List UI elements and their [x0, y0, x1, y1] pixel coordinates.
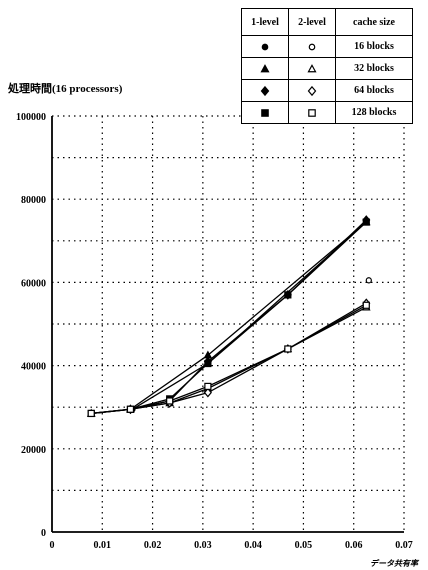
legend-1level-cell — [241, 35, 289, 58]
y-tick-label: 60000 — [21, 278, 46, 289]
circle-open-marker-icon — [308, 43, 316, 50]
data-point-diamond-open — [203, 387, 212, 398]
y-tick-label: 100000 — [16, 112, 46, 123]
legend-2level-cell — [288, 79, 336, 102]
axes — [51, 116, 404, 533]
triangle-open-marker-icon — [307, 63, 317, 72]
data-point-square-open — [166, 397, 174, 405]
series-line-1-level-32-blocks — [91, 221, 367, 415]
square-filled-marker-icon — [261, 108, 269, 117]
legend-header-1level: 1-level — [241, 8, 289, 36]
x-tick-label: 0.01 — [94, 540, 112, 551]
legend-cache-size-label: 128 blocks — [335, 101, 413, 124]
legend-1level-cell — [241, 79, 289, 102]
series-line-1-level-64-blocks — [130, 219, 367, 410]
series-line-2-level-128-blocks — [91, 304, 367, 415]
data-point-square-filled — [362, 218, 370, 226]
legend-cache-size-label: 64 blocks — [335, 79, 413, 102]
x-tick-label: 0.06 — [345, 540, 363, 551]
legend-header-cache-size: cache size — [335, 8, 413, 36]
y-axis-label: 処理時間(16 processors) — [7, 81, 123, 95]
legend-marker — [260, 85, 270, 96]
data-point-square-open — [126, 405, 135, 413]
square-open-marker-icon — [308, 108, 316, 117]
legend-row: 32 blocks — [241, 57, 413, 80]
legend-table: 1-level 2-level cache size 16 blocks 32 b… — [241, 8, 413, 124]
data-point-square-open — [204, 382, 212, 390]
series-line-1-level-128-blocks — [91, 221, 367, 415]
legend-2level-cell — [288, 35, 336, 58]
y-tick-label: 80000 — [21, 195, 46, 206]
legend-cache-size-label: 32 blocks — [335, 57, 413, 80]
x-tick-label: 0.03 — [194, 540, 212, 551]
legend-marker — [260, 63, 270, 72]
triangle-filled-marker-icon — [260, 63, 270, 72]
x-tick-label: 0.02 — [144, 540, 162, 551]
x-axis-label: データ共有率 — [370, 558, 420, 568]
legend-header-2level: 2-level — [288, 8, 336, 36]
legend-marker — [307, 63, 317, 72]
grid-lines — [52, 115, 405, 532]
x-tick-label: 0.04 — [244, 540, 262, 551]
legend-header-row: 1-level 2-level cache size — [241, 8, 413, 36]
x-tick-label: 0.07 — [395, 540, 413, 551]
y-tick-label: 40000 — [21, 362, 46, 373]
legend-row: 64 blocks — [241, 79, 413, 102]
series-line-1-level-16-blocks — [132, 221, 367, 410]
legend-1level-cell — [241, 101, 289, 124]
series-line-2-level-32-blocks — [91, 306, 367, 415]
tick-labels: 0 0.01 0.02 0.03 0.04 0.05 0.06 0.07 0 20000 40000… — [16, 112, 413, 551]
legend-marker — [308, 108, 316, 117]
legend-body: 16 blocks 32 blocks 64 blocks 128 blocks — [241, 35, 413, 124]
y-tick-label: 0 — [41, 528, 46, 539]
legend-2level-cell — [288, 101, 336, 124]
legend-marker — [261, 108, 269, 117]
legend-1level-cell — [241, 57, 289, 80]
series-line-2-level-64-blocks — [130, 302, 367, 410]
x-tick-label: 0.05 — [295, 540, 313, 551]
legend-row: 128 blocks — [241, 101, 413, 124]
y-tick-label: 20000 — [21, 445, 46, 456]
circle-filled-marker-icon — [261, 43, 269, 50]
data-point-circle-open — [365, 277, 372, 284]
legend-marker — [261, 43, 269, 50]
data-point-square-open — [87, 409, 95, 418]
data-point-square-open — [284, 345, 292, 353]
data-point-square-open — [362, 301, 370, 309]
series-lines — [91, 219, 367, 415]
diamond-open-marker-icon — [307, 85, 317, 96]
data-point-square-filled — [204, 359, 212, 368]
legend-2level-cell — [288, 57, 336, 80]
legend-marker — [307, 85, 317, 96]
x-tick-label: 0 — [50, 540, 55, 551]
legend-cache-size-label: 16 blocks — [335, 35, 413, 58]
series-markers — [86, 215, 372, 418]
data-point-square-filled — [284, 291, 292, 299]
diamond-filled-marker-icon — [260, 85, 270, 96]
legend-marker — [308, 43, 316, 50]
legend-row: 16 blocks — [241, 35, 413, 58]
